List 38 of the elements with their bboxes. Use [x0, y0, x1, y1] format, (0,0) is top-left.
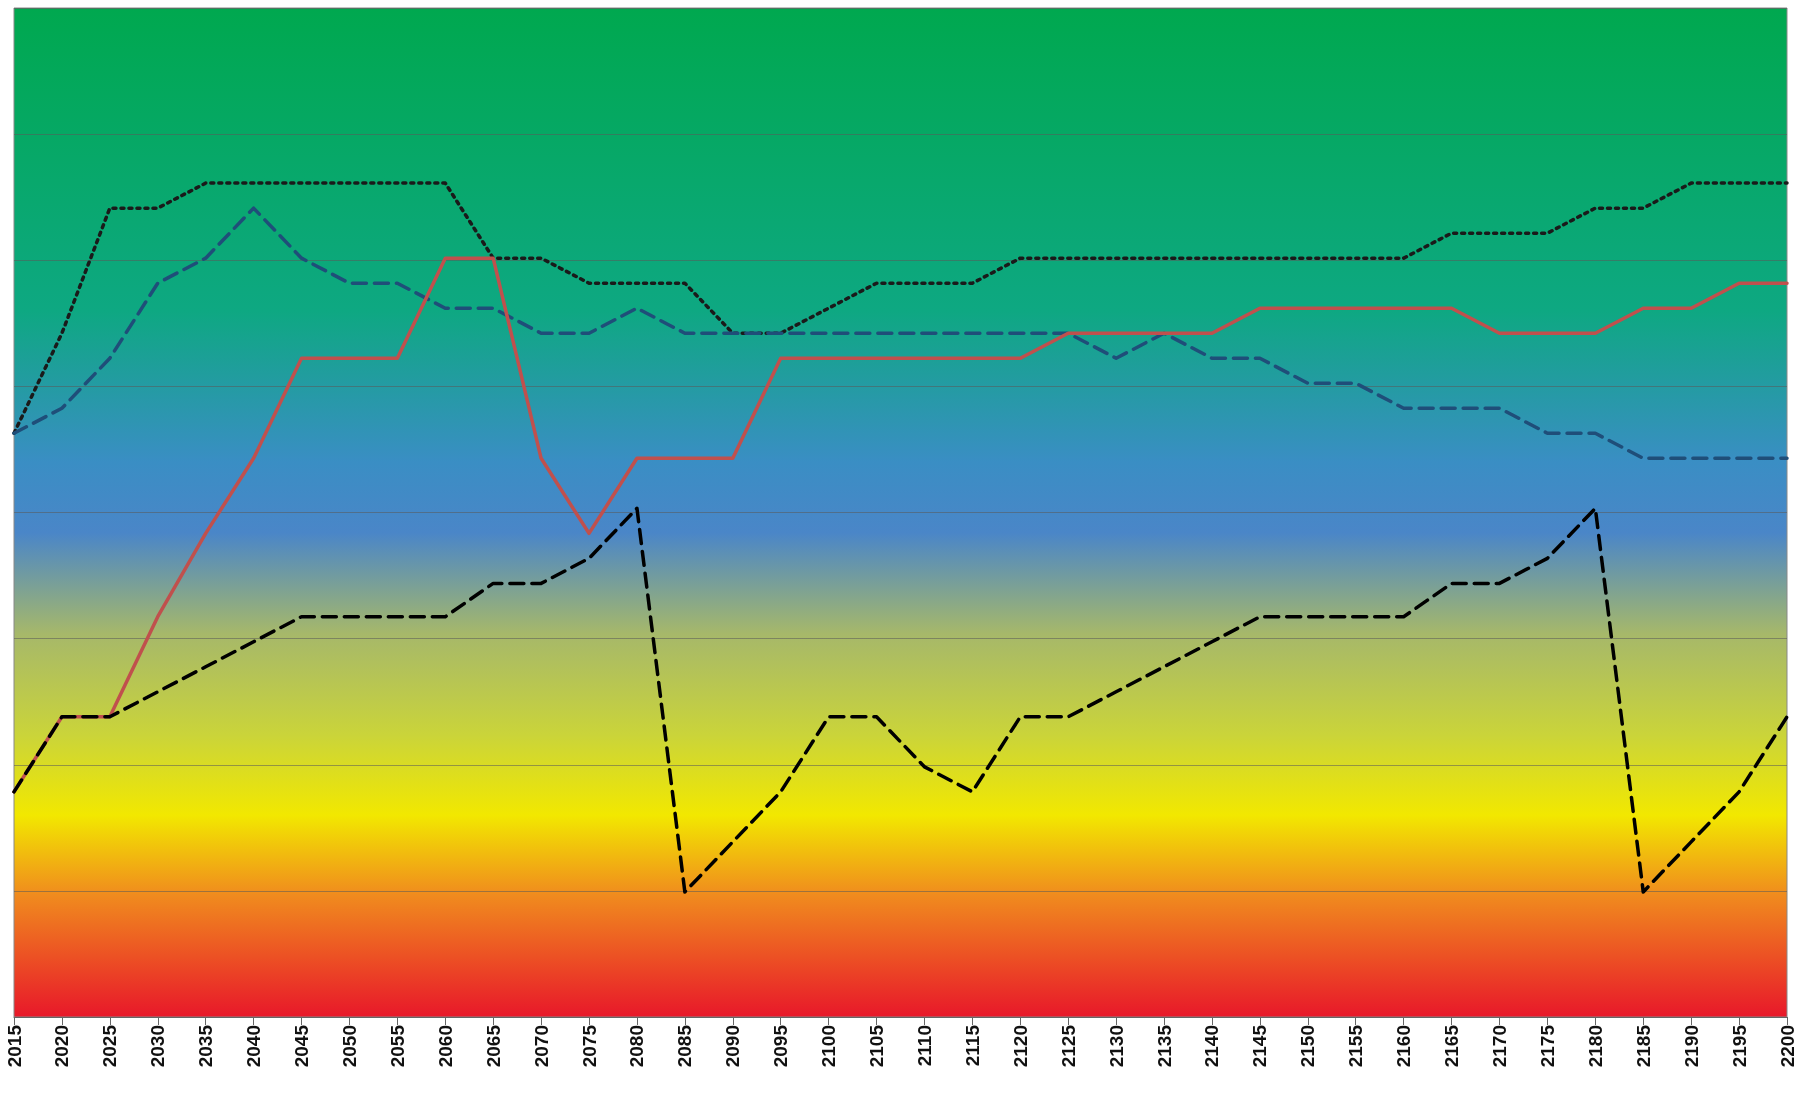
- x-tick-label: 2090: [722, 1025, 744, 1068]
- x-tick-label: 2170: [1488, 1025, 1510, 1068]
- x-tick-label: 2050: [338, 1025, 360, 1068]
- x-tick-label: 2165: [1441, 1024, 1463, 1068]
- x-tick-label: 2035: [195, 1024, 217, 1068]
- x-tick-label: 2180: [1584, 1025, 1606, 1068]
- x-tick-label: 2040: [243, 1025, 265, 1068]
- x-tick-label: 2065: [482, 1024, 504, 1068]
- x-tick-label: 2195: [1728, 1024, 1750, 1068]
- x-tick-label: 2095: [770, 1024, 792, 1068]
- x-tick-label: 2100: [818, 1025, 840, 1068]
- x-tick-label: 2015: [3, 1024, 25, 1068]
- x-tick-label: 2125: [1057, 1024, 1079, 1068]
- x-tick-label: 2080: [626, 1025, 648, 1068]
- x-tick-label: 2060: [434, 1025, 456, 1068]
- x-tick-label: 2055: [386, 1024, 408, 1068]
- x-tick-label: 2075: [578, 1024, 600, 1068]
- x-tick-label: 2110: [913, 1025, 935, 1067]
- x-tick-label: 2150: [1297, 1025, 1319, 1068]
- x-tick-label: 2155: [1345, 1024, 1367, 1068]
- x-tick-label: 2025: [99, 1024, 121, 1068]
- x-tick-label: 2185: [1632, 1024, 1654, 1068]
- x-tick-label: 2030: [147, 1025, 169, 1068]
- x-tick-label: 2120: [1009, 1025, 1031, 1068]
- x-tick-label: 2160: [1393, 1025, 1415, 1068]
- x-tick-label: 2175: [1536, 1024, 1558, 1068]
- x-tick-label: 2020: [51, 1025, 73, 1068]
- x-tick-label: 2130: [1105, 1025, 1127, 1068]
- x-tick-label: 2140: [1201, 1025, 1223, 1068]
- x-tick-label: 2045: [291, 1024, 313, 1068]
- x-tick-label: 2200: [1776, 1025, 1798, 1068]
- x-tick-label: 2085: [674, 1024, 696, 1068]
- x-tick-label: 2105: [866, 1024, 888, 1068]
- x-tick-label: 2070: [530, 1025, 552, 1068]
- x-tick-label: 2115: [961, 1024, 983, 1067]
- x-tick-label: 2145: [1249, 1024, 1271, 1068]
- x-tick-label: 2135: [1153, 1024, 1175, 1068]
- x-tick-label: 2190: [1680, 1025, 1702, 1068]
